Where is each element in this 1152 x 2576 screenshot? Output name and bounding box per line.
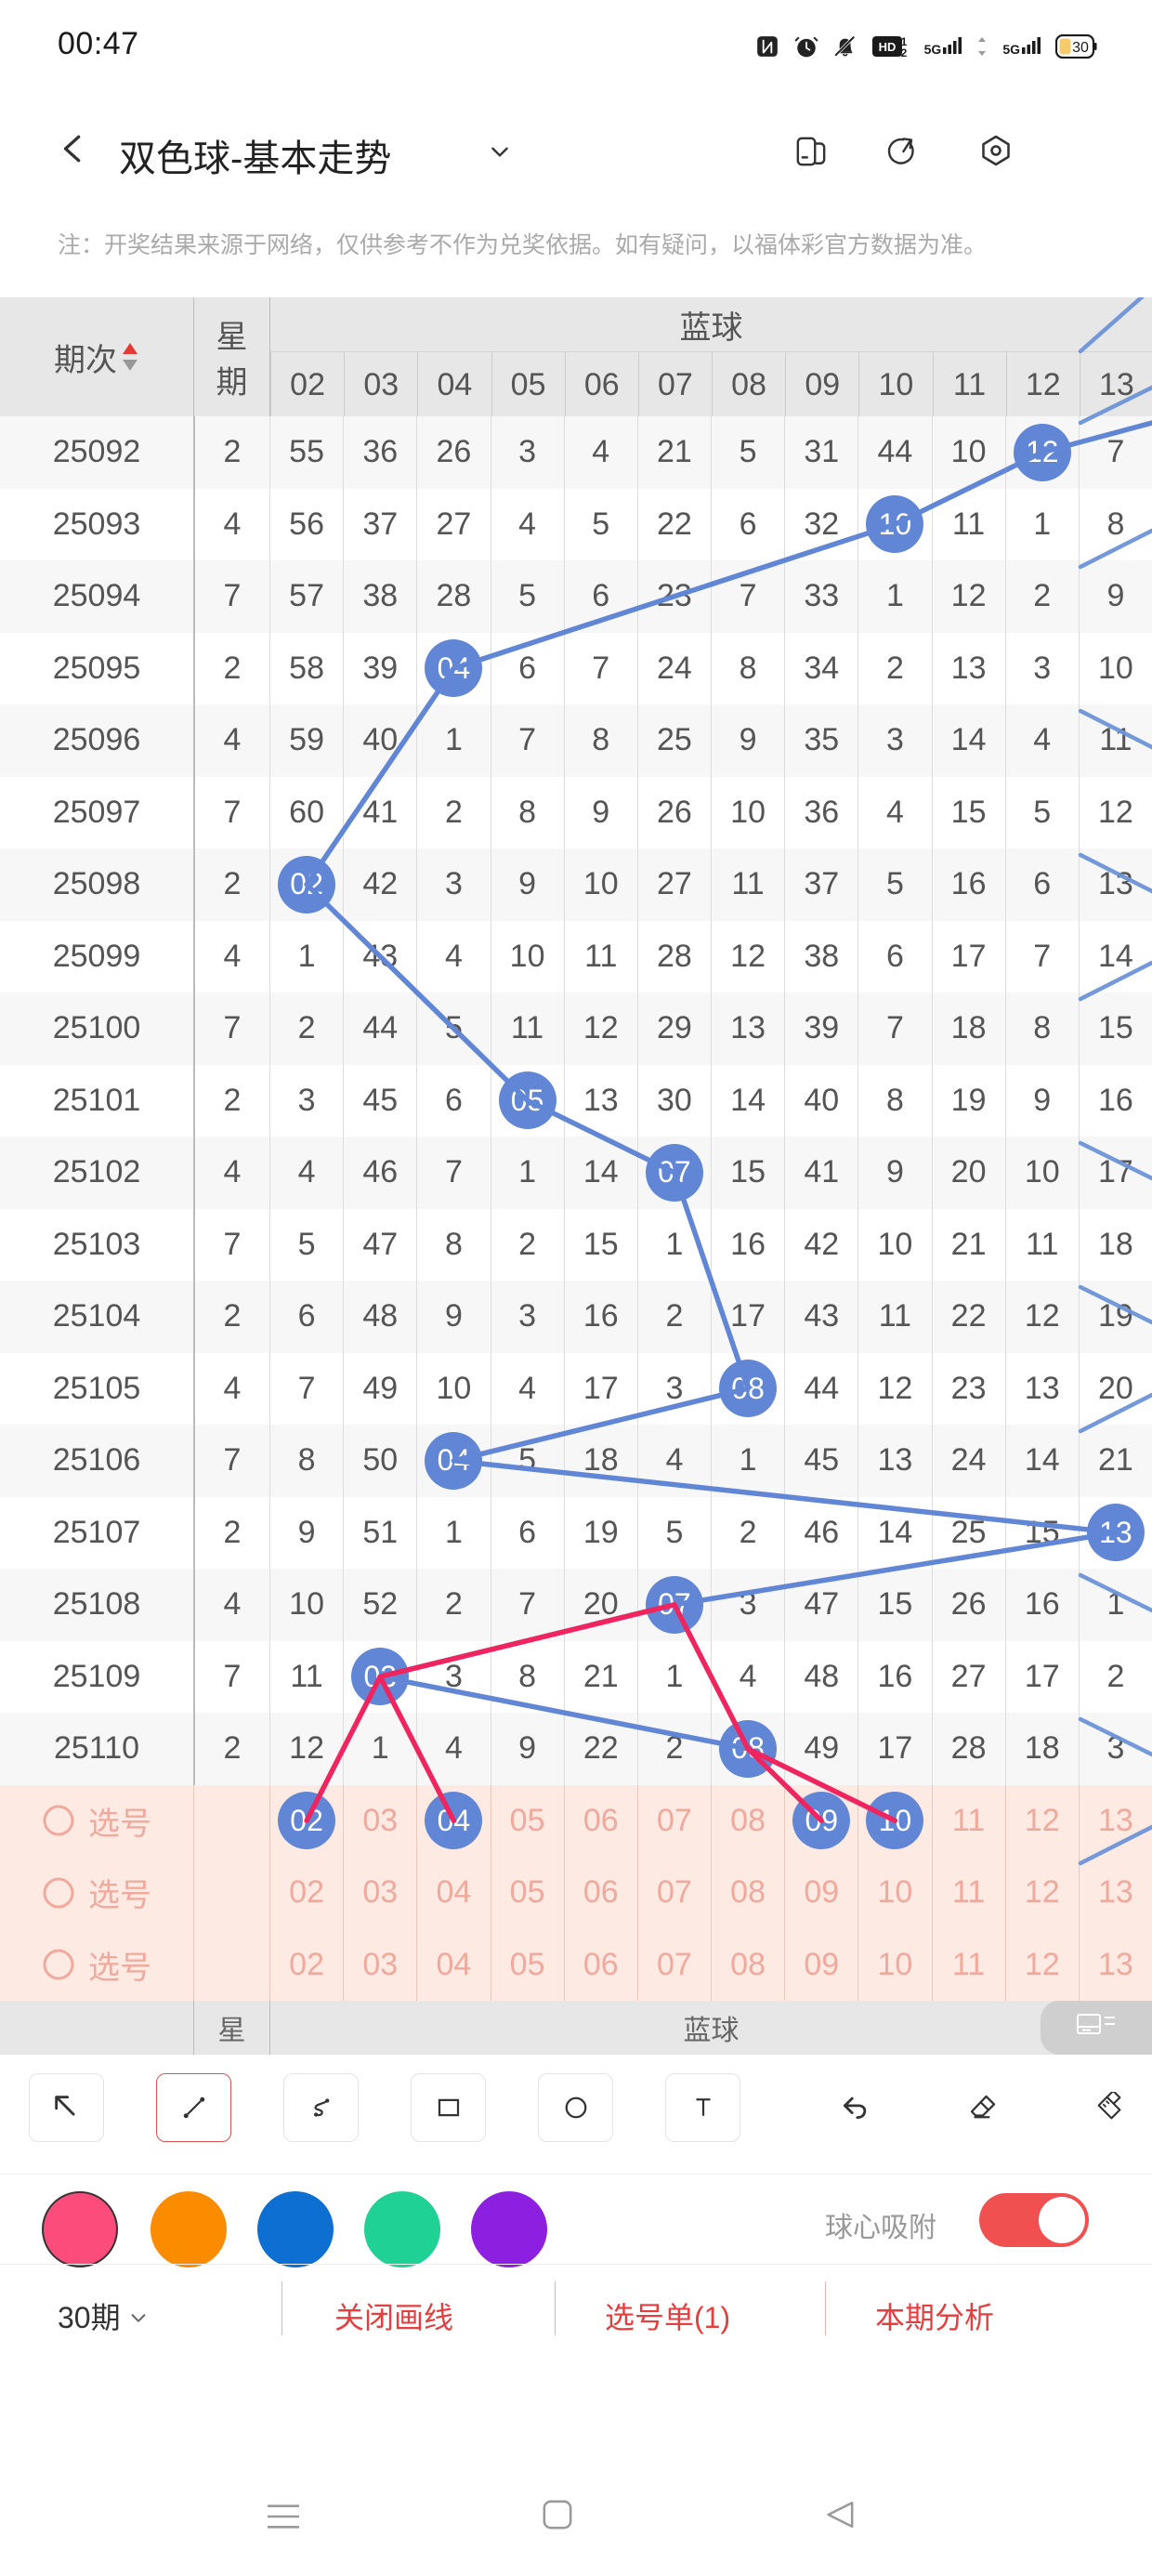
svg-text:HD: HD bbox=[878, 40, 896, 54]
svg-text:30: 30 bbox=[1072, 40, 1089, 56]
svg-text:2: 2 bbox=[900, 46, 907, 59]
